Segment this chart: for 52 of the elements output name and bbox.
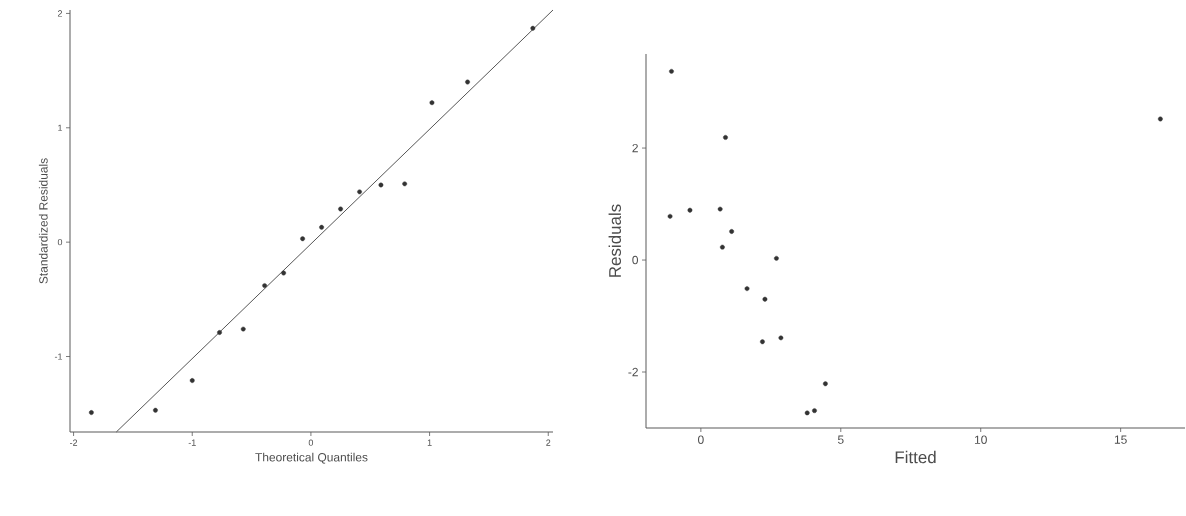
point: [717, 206, 723, 212]
point: [723, 135, 728, 140]
point: [338, 206, 343, 212]
x-tick-label: -2: [69, 439, 78, 446]
point: [281, 270, 286, 276]
x-tick-label: -1: [188, 439, 196, 446]
point: [729, 229, 735, 234]
x-axis-title: Theoretical Quantiles: [255, 452, 368, 464]
x-tick-label: 15: [1114, 435, 1127, 444]
point: [760, 339, 765, 345]
point: [720, 244, 725, 250]
y-tick-label: 2: [632, 143, 638, 153]
point: [687, 207, 693, 213]
y-tick-label: -2: [628, 367, 638, 377]
point: [804, 410, 810, 416]
x-tick-label: 0: [698, 435, 704, 444]
point: [669, 68, 674, 74]
point: [667, 213, 673, 219]
y-tick-label: 1: [58, 124, 63, 131]
point: [744, 286, 750, 291]
point: [812, 408, 817, 414]
x-tick-label: 1: [427, 439, 432, 446]
point: [300, 236, 305, 242]
point: [1158, 116, 1163, 122]
point: [153, 407, 158, 413]
point: [762, 296, 768, 302]
point: [823, 381, 828, 387]
x-tick-label: 10: [974, 435, 987, 444]
y-tick-label: 0: [57, 238, 63, 246]
point: [530, 25, 536, 31]
point: [778, 335, 784, 341]
point: [357, 189, 362, 195]
point: [402, 181, 408, 187]
y-axis-title: Standardized Residuals: [38, 158, 48, 284]
point: [88, 410, 94, 415]
x-tick-label: 2: [546, 439, 551, 446]
point: [262, 283, 268, 288]
x-tick-label: 0: [308, 439, 314, 446]
y-tick-label: 2: [57, 10, 63, 17]
point: [774, 255, 779, 261]
y-tick-label: 0: [632, 255, 639, 265]
point: [465, 79, 470, 85]
y-axis-title: Residuals: [608, 204, 622, 277]
y-tick-label: -1: [54, 353, 63, 360]
point: [429, 100, 435, 106]
x-tick-label: 5: [837, 435, 844, 444]
point: [240, 326, 246, 332]
point: [319, 224, 324, 230]
point: [189, 378, 195, 383]
x-axis-title: Fitted: [895, 450, 936, 464]
point: [217, 330, 222, 335]
point: [378, 182, 384, 188]
